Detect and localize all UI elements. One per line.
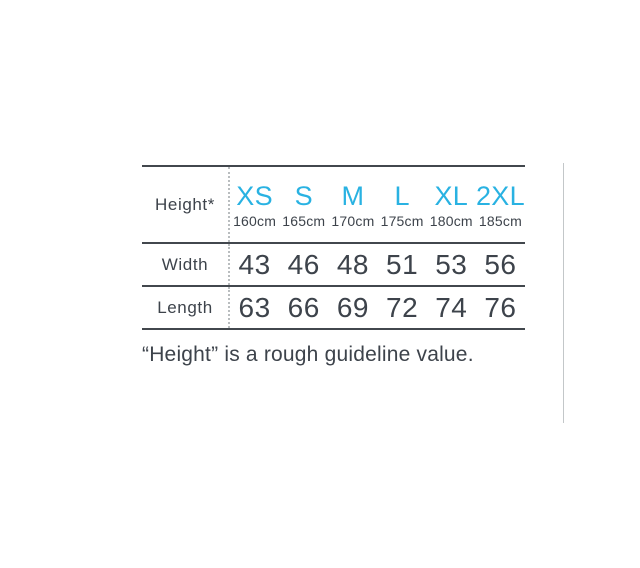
width-value-2xl: 56 (484, 248, 517, 280)
length-value-xs: 63 (238, 291, 271, 323)
row-label: Length (142, 287, 230, 328)
size-table: Height* XS 160cm S 165cm M 170cm L 175cm… (142, 165, 525, 330)
size-height-label: 185cm (478, 213, 522, 230)
width-value-xs: 43 (238, 248, 271, 280)
size-column-header-l: L 175cm (378, 167, 427, 242)
length-value-s: 66 (287, 291, 320, 323)
length-value-l: 72 (386, 291, 419, 323)
table-row-length: Length 63 66 69 72 74 76 (142, 287, 525, 330)
size-label: S (294, 180, 313, 211)
table-row-width: Width 43 46 48 51 53 56 (142, 244, 525, 287)
size-column-header-2xl: 2XL 185cm (476, 167, 525, 242)
size-column-header-m: M 170cm (328, 167, 377, 242)
size-height-label: 165cm (282, 213, 326, 230)
size-height-label: 160cm (233, 213, 277, 230)
length-value-2xl: 76 (484, 291, 517, 323)
size-height-label: 170cm (331, 213, 375, 230)
header-corner-label: Height* (142, 167, 230, 242)
length-value-xl: 74 (435, 291, 468, 323)
footnote-text: “Height” is a rough guideline value. (142, 343, 474, 366)
size-label: L (394, 180, 410, 211)
size-column-header-xs: XS 160cm (230, 167, 279, 242)
width-value-l: 51 (386, 248, 419, 280)
size-label: M (341, 180, 365, 211)
width-value-m: 48 (336, 248, 369, 280)
size-column-header-xl: XL 180cm (427, 167, 476, 242)
size-height-label: 175cm (380, 213, 424, 230)
width-value-s: 46 (287, 248, 320, 280)
size-height-label: 180cm (429, 213, 473, 230)
size-label: 2XL (475, 180, 525, 211)
length-value-m: 69 (336, 291, 369, 323)
size-label: XS (236, 180, 273, 211)
size-column-header-s: S 165cm (279, 167, 328, 242)
row-label: Width (142, 244, 230, 285)
table-header-row: Height* XS 160cm S 165cm M 170cm L 175cm… (142, 167, 525, 244)
size-label: XL (434, 180, 469, 211)
width-value-xl: 53 (435, 248, 468, 280)
vertical-divider (563, 163, 564, 423)
